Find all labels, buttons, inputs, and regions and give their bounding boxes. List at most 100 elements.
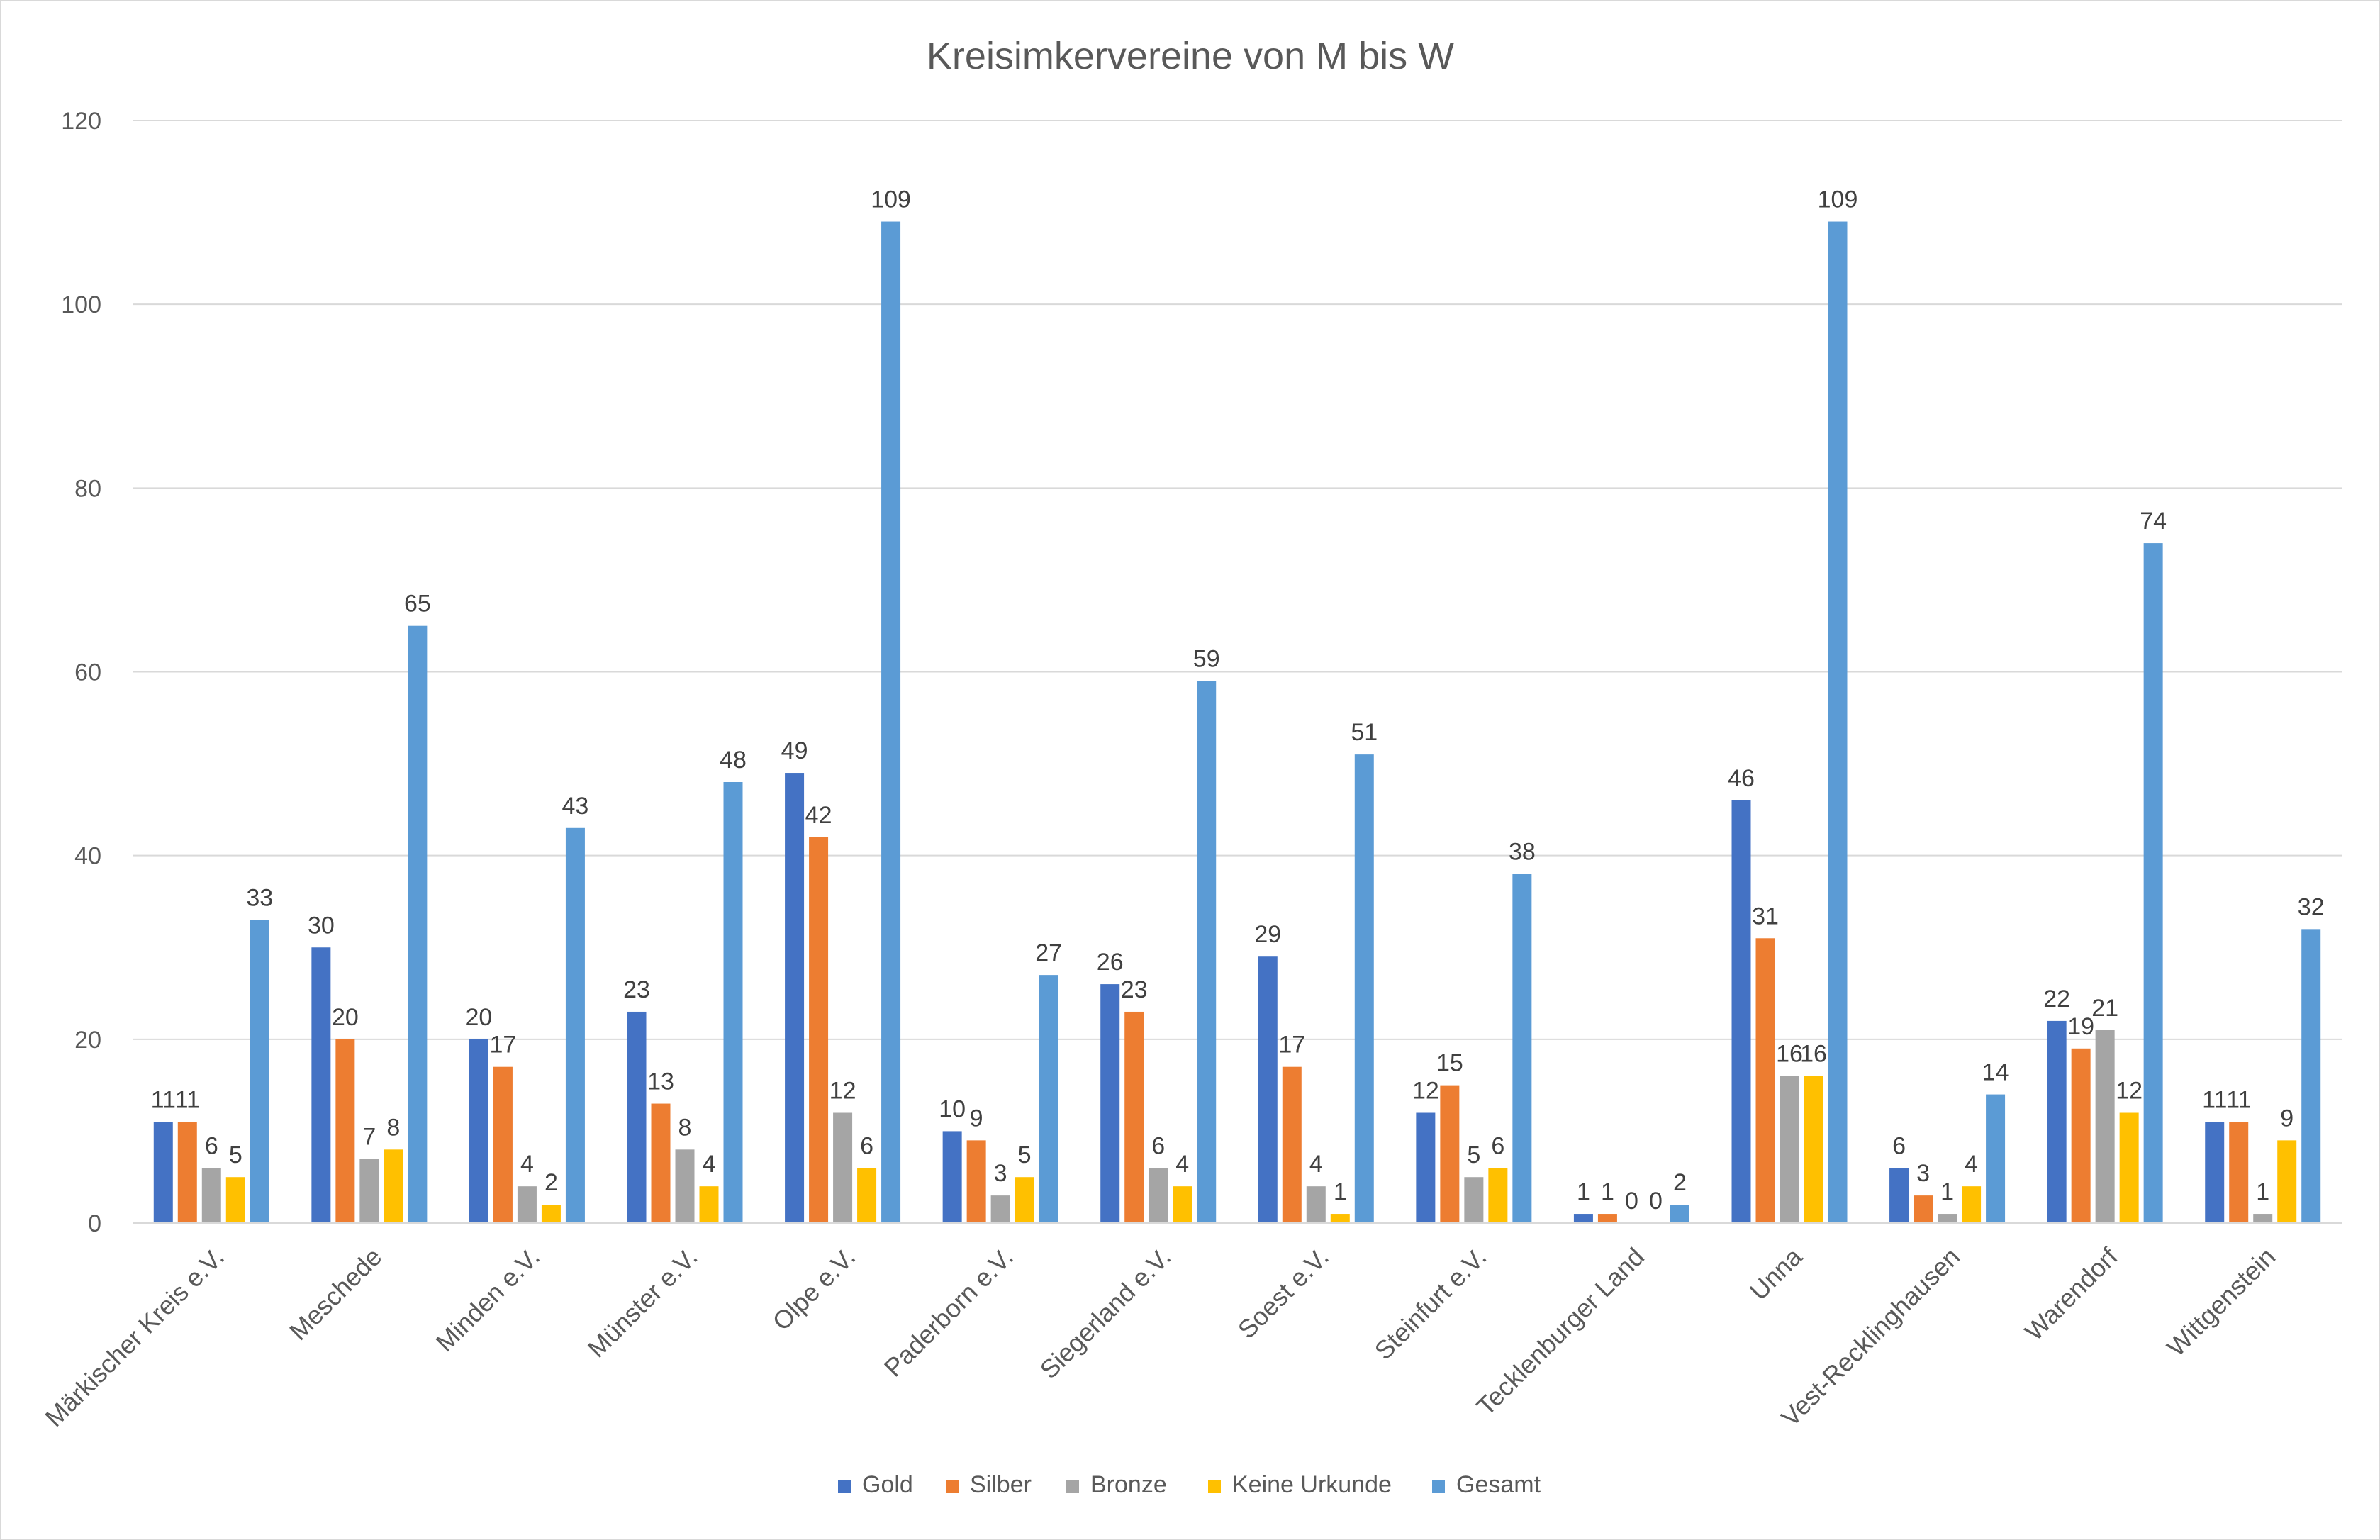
data-label: 4 — [703, 1151, 716, 1178]
x-axis: Märkischer Kreis e.V. Meschede Minden e.V.… — [39, 1222, 2342, 1432]
data-label: 6 — [1491, 1132, 1504, 1159]
bar-silber — [651, 1103, 671, 1223]
bar-gold — [469, 1039, 488, 1223]
data-label: 59 — [1193, 645, 1220, 672]
data-label: 1 — [1334, 1178, 1347, 1205]
data-label: 10 — [939, 1095, 966, 1122]
y-tick-label: 0 — [88, 1210, 101, 1237]
bar-keine-urkunde — [384, 1149, 403, 1223]
data-label: 3 — [994, 1160, 1007, 1187]
bar-silber — [2071, 1048, 2091, 1223]
x-tick-label: Münster e.V. — [582, 1242, 703, 1363]
bar-gesamt — [1828, 221, 1848, 1224]
bar-silber — [1914, 1195, 1933, 1223]
data-label: 12 — [2116, 1078, 2142, 1105]
bar-silber — [493, 1066, 513, 1223]
bar-gesamt — [1039, 975, 1058, 1223]
data-label: 1 — [1601, 1178, 1614, 1205]
bar-bronze — [517, 1186, 537, 1223]
data-label: 1 — [1577, 1178, 1590, 1205]
bar-keine-urkunde — [1173, 1186, 1192, 1223]
bar-gesamt — [2301, 929, 2321, 1223]
bar-silber — [1440, 1085, 1460, 1223]
legend-label: Gold — [862, 1471, 913, 1498]
data-label: 6 — [205, 1132, 218, 1159]
bar-keine-urkunde — [2277, 1140, 2297, 1223]
data-label: 46 — [1728, 765, 1755, 792]
legend-swatch-bronze — [1066, 1480, 1079, 1493]
bar-bronze — [1149, 1168, 1168, 1223]
data-label: 49 — [781, 737, 808, 764]
bar-gesamt — [1197, 681, 1217, 1223]
bar-keine-urkunde — [1330, 1214, 1350, 1223]
bar-keine-urkunde — [225, 1177, 245, 1223]
data-label: 42 — [805, 802, 832, 829]
data-label: 22 — [2043, 986, 2070, 1012]
y-tick-label: 20 — [74, 1027, 101, 1054]
data-label: 2 — [544, 1169, 558, 1196]
bar-bronze — [1938, 1214, 1957, 1223]
bar-bronze — [2095, 1030, 2115, 1223]
data-label: 17 — [490, 1032, 517, 1059]
data-label: 17 — [1278, 1032, 1305, 1059]
x-tick-label: Siegerland e.V. — [1034, 1242, 1177, 1385]
bar-keine-urkunde — [857, 1168, 877, 1223]
bar-gold — [942, 1131, 962, 1223]
bar-bronze — [1306, 1186, 1326, 1223]
data-label: 5 — [1018, 1142, 1032, 1168]
data-label: 26 — [1097, 949, 1124, 976]
data-label: 12 — [1412, 1078, 1439, 1105]
chart-title: Kreisimkervereine von M bis W — [927, 35, 1454, 77]
bar-silber — [966, 1140, 986, 1223]
data-label: 15 — [1436, 1050, 1463, 1077]
bar-gold — [1889, 1168, 1909, 1223]
data-label: 6 — [860, 1132, 873, 1159]
legend-label: Bronze — [1090, 1471, 1167, 1498]
bar-gold — [153, 1122, 173, 1223]
bar-gold — [2205, 1122, 2225, 1223]
bar-silber — [1124, 1011, 1144, 1223]
data-label: 4 — [1965, 1151, 1978, 1178]
legend-swatch-keine-urkunde — [1208, 1480, 1221, 1493]
bar-keine-urkunde — [699, 1186, 719, 1223]
x-tick-label: Steinfurt e.V. — [1369, 1242, 1492, 1366]
x-tick-label: Wittgenstein — [2161, 1242, 2281, 1362]
data-label: 65 — [404, 591, 431, 618]
x-tick-label: Unna — [1744, 1242, 1809, 1306]
bar-gold — [1731, 800, 1751, 1223]
x-tick-label: Minden e.V. — [430, 1242, 546, 1358]
data-label: 23 — [1121, 976, 1148, 1003]
bar-bronze — [359, 1159, 379, 1223]
x-tick-label: Paderborn e.V. — [878, 1242, 1019, 1383]
y-axis: 0 20 40 60 80 100 120 — [61, 108, 101, 1237]
bar-bronze — [1780, 1076, 1799, 1223]
data-label: 6 — [1892, 1132, 1906, 1159]
bar-keine-urkunde — [1804, 1076, 1823, 1223]
y-tick-label: 120 — [61, 108, 101, 135]
data-label: 20 — [466, 1004, 493, 1031]
x-tick-label: Olpe e.V. — [766, 1242, 861, 1337]
bar-keine-urkunde — [1015, 1177, 1034, 1223]
bar-gold — [785, 773, 805, 1223]
data-label: 2 — [1673, 1169, 1687, 1196]
data-label: 0 — [1625, 1188, 1638, 1215]
data-label: 109 — [1818, 186, 1858, 213]
bars — [153, 221, 2321, 1224]
y-tick-label: 40 — [74, 843, 101, 870]
legend: Gold Silber Bronze Keine Urkunde Gesamt — [838, 1471, 1541, 1498]
y-tick-label: 100 — [61, 291, 101, 318]
bar-gold — [627, 1011, 647, 1223]
data-label: 5 — [1467, 1142, 1480, 1168]
data-label: 4 — [520, 1151, 534, 1178]
data-label: 0 — [1649, 1188, 1663, 1215]
data-label: 3 — [1916, 1160, 1930, 1187]
data-label: 30 — [308, 912, 335, 939]
gridlines — [133, 120, 2342, 1224]
x-tick-label: Tecklenburger Land — [1470, 1242, 1650, 1422]
data-label: 31 — [1752, 903, 1779, 930]
bar-bronze — [2253, 1214, 2273, 1223]
bar-bronze — [833, 1112, 853, 1223]
